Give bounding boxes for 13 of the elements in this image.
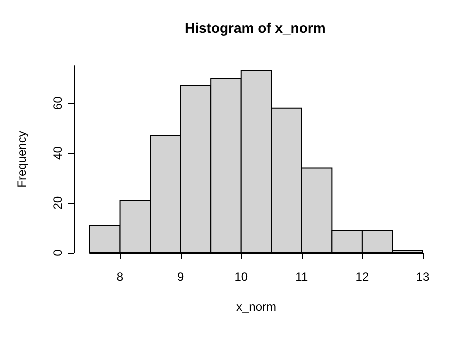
y-axis-title: Frequency bbox=[15, 131, 29, 188]
chart-title: Histogram of x_norm bbox=[185, 20, 326, 36]
y-tick-label: 0 bbox=[51, 249, 65, 256]
y-tick-label: 40 bbox=[51, 146, 65, 160]
x-tick-label: 9 bbox=[177, 270, 184, 284]
x-tick-label: 12 bbox=[356, 270, 370, 284]
y-tick-label: 60 bbox=[51, 96, 65, 110]
x-tick-label: 10 bbox=[234, 270, 248, 284]
y-tick-label: 20 bbox=[51, 196, 65, 210]
x-tick-label: 13 bbox=[416, 270, 430, 284]
x-axis-title: x_norm bbox=[236, 300, 277, 314]
x-tick-label: 11 bbox=[296, 270, 308, 284]
x-tick-label: 8 bbox=[116, 270, 124, 284]
